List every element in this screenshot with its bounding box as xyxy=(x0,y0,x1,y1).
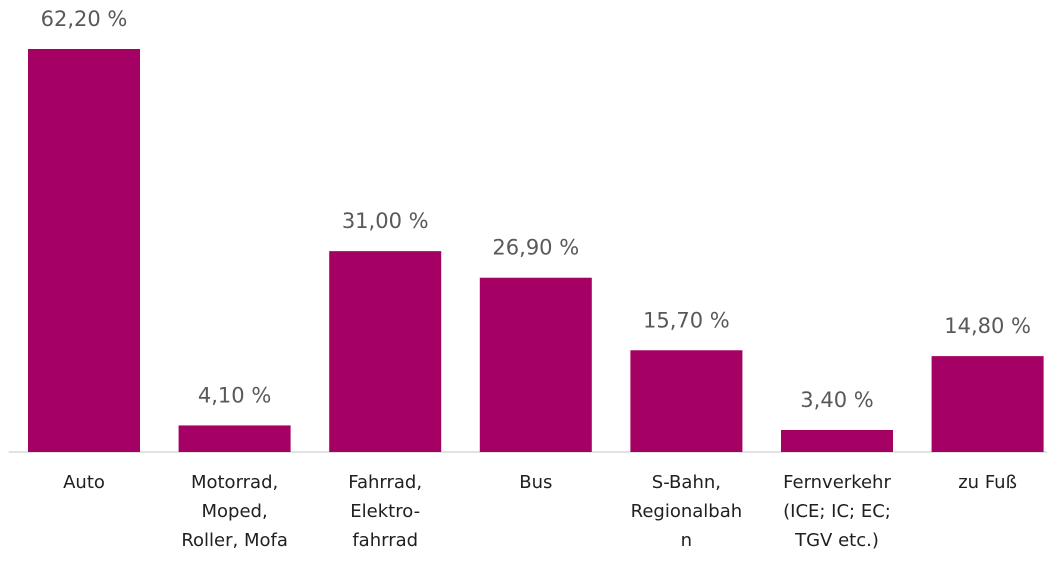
x-tick-label: Fernverkehr (ICE; IC; EC; TGV etc.) xyxy=(783,472,891,551)
bar xyxy=(178,425,291,452)
bar xyxy=(931,356,1044,452)
x-tick-label: Motorrad, Moped, Roller, Mofa xyxy=(181,472,288,551)
value-label: 4,10 % xyxy=(198,383,271,407)
value-label: 62,20 % xyxy=(41,7,128,31)
x-tick-label: Bus xyxy=(519,472,553,493)
bar xyxy=(329,251,442,452)
value-label: 3,40 % xyxy=(800,388,873,412)
bar xyxy=(479,277,592,452)
bar xyxy=(630,350,743,452)
x-tick-label: Auto xyxy=(63,472,105,493)
bar xyxy=(781,429,893,452)
x-tick-label: zu Fuß xyxy=(958,472,1017,493)
value-label: 14,80 % xyxy=(944,314,1031,338)
value-label: 15,70 % xyxy=(643,308,730,332)
x-tick-label: Fahrrad, Elektro-fahrrad xyxy=(348,472,423,551)
x-tick-label: S-Bahn, Regionalbahn xyxy=(630,472,743,551)
bar xyxy=(28,49,140,452)
value-label: 26,90 % xyxy=(492,236,579,260)
value-label: 31,00 % xyxy=(342,209,429,233)
